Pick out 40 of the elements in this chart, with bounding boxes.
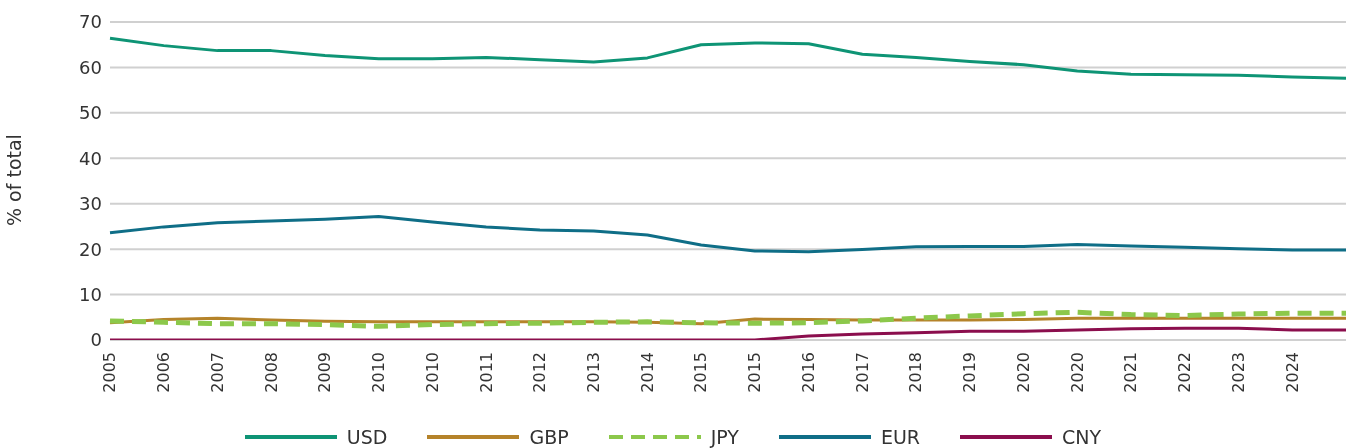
x-tick-label: 2009 xyxy=(315,352,335,393)
x-tick-label: 2023 xyxy=(1228,352,1248,393)
y-tick-label: 10 xyxy=(79,283,102,305)
y-tick-label: 20 xyxy=(79,238,102,260)
x-tick-label: 2019 xyxy=(960,352,980,393)
legend-label: GBP xyxy=(528,426,569,448)
x-tick-label: 2010 xyxy=(422,352,442,393)
y-axis-title: % of total xyxy=(2,134,25,226)
x-tick-label: 2017 xyxy=(852,352,872,393)
y-tick-label: 70 xyxy=(79,11,102,33)
x-tick-label: 2024 xyxy=(1282,352,1302,393)
x-tick-label: 2015 xyxy=(691,352,711,393)
legend-label: EUR xyxy=(879,426,921,448)
y-tick-label: 40 xyxy=(79,147,102,169)
line-series xyxy=(108,214,1348,254)
legend-label: CNY xyxy=(1061,426,1102,448)
x-tick-label: 2005 xyxy=(100,352,120,393)
line-series xyxy=(108,326,1348,340)
x-tick-label: 2016 xyxy=(798,352,818,393)
x-tick-label: 2011 xyxy=(476,352,496,393)
x-tick-label: 2012 xyxy=(530,352,550,393)
x-tick-label: 2022 xyxy=(1175,352,1195,393)
x-tick-label: 2018 xyxy=(906,352,926,393)
x-tick-label: 2013 xyxy=(584,352,604,393)
x-tick-label: 2020 xyxy=(1067,352,1087,393)
x-tick-label: 2008 xyxy=(261,352,281,393)
legend-label: JPY xyxy=(708,426,739,448)
x-tick-label: 2015 xyxy=(745,352,765,393)
x-tick-label: 2021 xyxy=(1121,352,1141,393)
y-tick-label: 0 xyxy=(90,329,102,351)
x-tick-label: 2006 xyxy=(154,352,174,393)
x-tick-label: 2014 xyxy=(637,352,657,393)
legend-label: USD xyxy=(345,426,388,448)
y-tick-label: 50 xyxy=(79,102,102,124)
x-tick-label: 2007 xyxy=(207,352,227,393)
x-tick-label: 2020 xyxy=(1013,352,1033,393)
x-tick-label: 2010 xyxy=(369,352,389,393)
line-series xyxy=(108,36,1348,80)
y-tick-label: 30 xyxy=(79,193,102,215)
y-tick-label: 60 xyxy=(79,56,102,78)
